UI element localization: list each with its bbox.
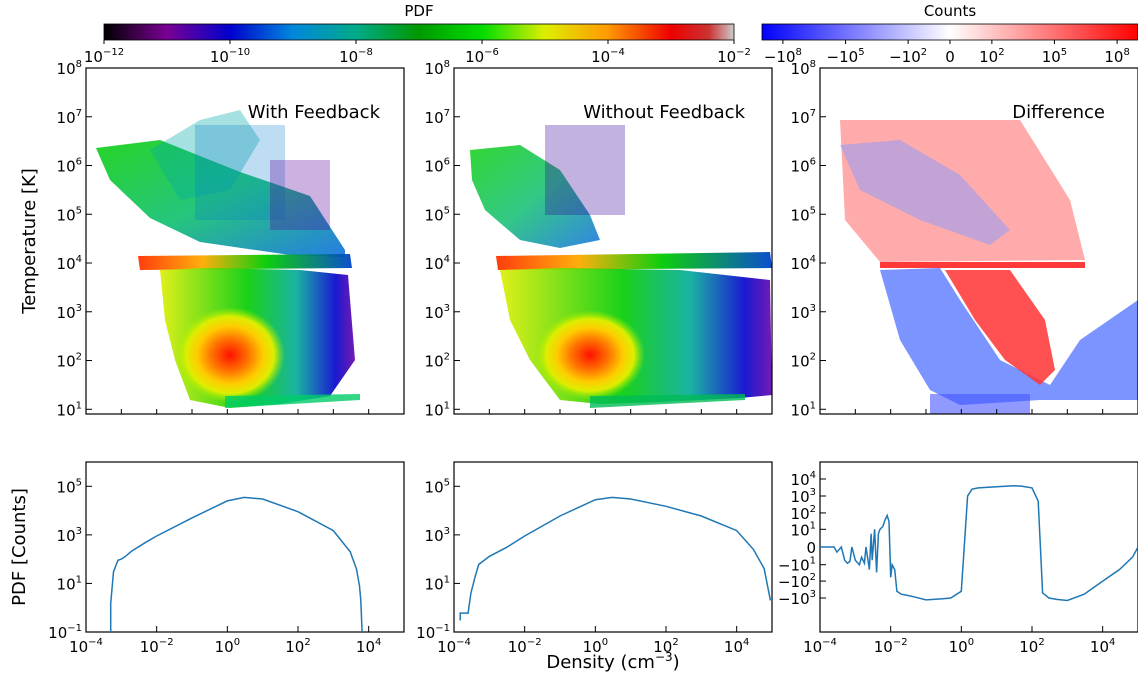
counts-colorbar-tick-label: 0 [945,48,955,66]
pdf-tick-label: 101 [57,574,82,593]
temperature-tick-label: 105 [425,205,450,224]
pdf-colorbar-tick-label: 10−6 [465,47,499,66]
pdf-tick-label: 103 [57,526,82,545]
temperature-axis-title: Temperature [K] [19,168,40,315]
pdf-tick-label: −103 [778,589,816,608]
heatmap-difference: Difference [840,102,1138,414]
temperature-tick-label: 106 [791,157,816,176]
density-tick-label: 100 [583,637,608,656]
temperature-tick-label: 104 [791,254,816,273]
counts-colorbar-tick-label: 105 [1042,47,1067,66]
frame-with-feedback [85,67,405,415]
pdf-series-line [459,496,772,621]
pdf-series-line [820,485,1138,602]
temperature-tick-label: 101 [57,400,82,419]
pdf-tick-label: 101 [791,520,816,539]
counts-colorbar-tick-label: 108 [1104,47,1129,66]
density-tick-label: 10−2 [140,637,174,656]
temperature-tick-label: 104 [57,254,82,273]
counts-colorbar-ticks: −108 −105 −102 0 102 105 108 [764,40,1130,66]
density-tick-label: 104 [1090,637,1115,656]
density-tick-label: 104 [356,637,381,656]
counts-colorbar-tick-label: 102 [979,47,1004,66]
density-tick-label: 104 [724,637,749,656]
temperature-tick-label: 102 [57,352,82,371]
counts-colorbar-tick-label: −102 [889,47,927,66]
pdf-lines [109,485,1138,633]
temperature-tick-label: 103 [425,303,450,322]
heatmap-difference-cells [840,120,1138,414]
pdf-tick-label: 0 [806,539,816,557]
temperature-tick-label: 104 [425,254,450,273]
counts-colorbar-tick-label: −105 [827,47,865,66]
temperature-tick-label: 107 [425,108,450,127]
pdf-tick-label: 104 [791,470,816,489]
counts-colorbar: Counts −108 −105 −102 0 102 105 108 [761,2,1138,66]
heatmap-without-feedback-cells [470,125,772,408]
pdf-colorbar-gradient [103,23,735,41]
pdf-tick-label: 102 [791,504,816,523]
counts-colorbar-tick-label: −108 [764,47,802,66]
pdf-colorbar: PDF 10−12 10−10 10−8 10−6 10−4 10−2 [84,2,751,66]
axis-ticks: 1011021031041051061071081011021031041051… [48,59,1138,656]
counts-colorbar-title: Counts [924,2,977,20]
density-tick-label: 100 [215,637,240,656]
temperature-tick-label: 101 [425,400,450,419]
panel-title-with-feedback: With Feedback [248,102,381,123]
temperature-tick-label: 105 [791,205,816,224]
pdf-series-line [109,496,363,633]
density-tick-label: 102 [1019,637,1044,656]
density-tick-label: 102 [653,637,678,656]
pdf-tick-label: −101 [778,556,816,575]
frame-pdf-without-feedback [453,461,773,633]
temperature-tick-label: 103 [57,303,82,322]
temperature-tick-label: 108 [57,59,82,78]
temperature-tick-label: 102 [425,352,450,371]
density-tick-label: 10−4 [69,637,103,656]
density-tick-label: 10−4 [437,637,471,656]
density-axis-title: Density (cm−3) [546,650,679,673]
heatmap-with-feedback: With Feedback [96,102,381,408]
temperature-tick-label: 103 [791,303,816,322]
density-tick-label: 100 [949,637,974,656]
frame-without-feedback [453,67,773,415]
density-tick-label: 10−2 [508,637,542,656]
density-tick-label: 10−4 [803,637,837,656]
pdf-colorbar-tick-label: 10−8 [339,47,373,66]
pdf-tick-label: 10−1 [48,623,82,642]
frame-pdf-with-feedback [85,461,405,633]
pdf-tick-label: 103 [791,487,816,506]
pdf-axis-title: PDF [Counts] [9,488,30,606]
temperature-tick-label: 105 [57,205,82,224]
pdf-tick-label: 105 [425,477,450,496]
density-tick-label: 102 [285,637,310,656]
temperature-tick-label: 106 [425,157,450,176]
temperature-tick-label: 107 [791,108,816,127]
pdf-tick-label: 10−1 [416,623,450,642]
panel-title-difference: Difference [1012,102,1105,123]
pdf-colorbar-tick-label: 10−10 [210,47,250,66]
frame-difference [819,67,1138,415]
temperature-tick-label: 107 [57,108,82,127]
heatmap-with-feedback-cells [96,110,360,408]
pdf-colorbar-tick-label: 10−2 [717,47,751,66]
pdf-tick-label: −102 [778,572,816,591]
pdf-tick-label: 103 [425,526,450,545]
temperature-tick-label: 106 [57,157,82,176]
pdf-tick-label: 101 [425,574,450,593]
temperature-tick-label: 108 [791,59,816,78]
pdf-colorbar-ticks: 10−12 10−10 10−8 10−6 10−4 10−2 [84,40,751,66]
pdf-tick-label: 105 [57,477,82,496]
pdf-colorbar-title: PDF [404,2,433,20]
panel-title-without-feedback: Without Feedback [583,102,745,123]
temperature-tick-label: 108 [425,59,450,78]
pdf-colorbar-tick-label: 10−4 [591,47,625,66]
pdf-colorbar-tick-label: 10−12 [84,47,124,66]
temperature-tick-label: 101 [791,400,816,419]
heatmap-without-feedback: Without Feedback [470,102,772,408]
density-tick-label: 10−2 [874,637,908,656]
temperature-tick-label: 102 [791,352,816,371]
counts-colorbar-gradient [761,23,1138,41]
